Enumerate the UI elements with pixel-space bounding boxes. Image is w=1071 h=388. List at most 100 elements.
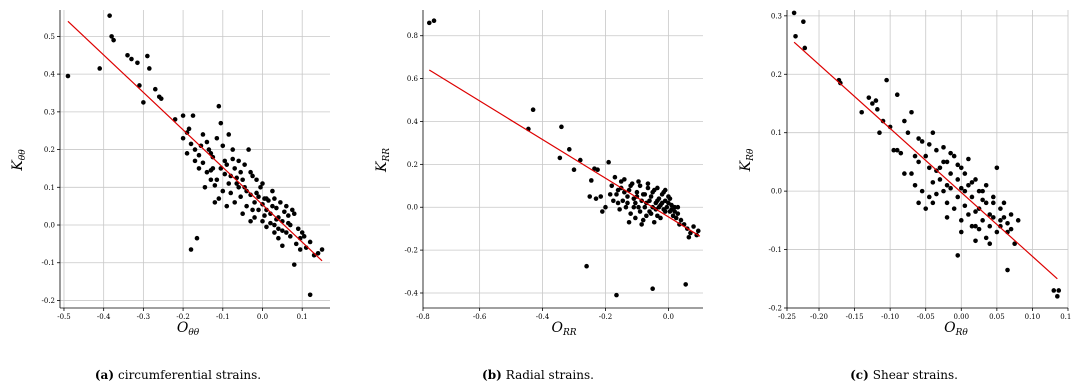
data-point <box>222 158 228 164</box>
data-point <box>208 168 214 173</box>
data-point <box>640 217 646 223</box>
data-point <box>589 178 594 183</box>
data-point <box>983 200 989 206</box>
data-point <box>202 184 208 190</box>
data-point <box>926 165 932 171</box>
data-point <box>286 213 291 218</box>
x-tick-label: -0.1 <box>216 313 230 321</box>
data-point <box>664 204 670 210</box>
data-point <box>307 292 313 298</box>
data-point <box>618 179 624 184</box>
data-point <box>250 207 255 213</box>
data-point <box>262 213 267 218</box>
data-point <box>107 13 112 18</box>
data-point <box>188 247 194 252</box>
data-point <box>232 166 238 171</box>
grid <box>423 10 703 308</box>
data-point <box>919 139 925 144</box>
regression-line <box>428 69 701 237</box>
data-point <box>962 188 968 194</box>
data-point <box>196 152 202 158</box>
data-point <box>319 247 325 252</box>
x-tick-label: 0.10 <box>1025 313 1041 321</box>
grid <box>60 10 330 308</box>
axes: -0.8 -0.6 -0.4 -0.2 0.0 -0.4 -0.2 0.0 0.2 0.4 0.6 0… <box>405 10 703 321</box>
data-point <box>636 204 641 210</box>
data-point <box>65 73 71 79</box>
data-point <box>595 167 600 173</box>
data-point <box>894 147 900 153</box>
data-point <box>137 83 142 88</box>
data-point <box>944 200 950 206</box>
data-point <box>145 53 150 59</box>
x-axis-title: ORθ <box>944 320 968 338</box>
data-point <box>224 203 230 209</box>
data-point <box>214 135 220 141</box>
data-point <box>284 230 289 235</box>
y-tick-label: 0.6 <box>407 75 419 83</box>
data-point <box>691 224 696 229</box>
data-point <box>884 77 889 83</box>
data-point <box>955 194 961 200</box>
data-point <box>617 207 622 212</box>
data-point <box>655 185 660 191</box>
x-tick-label: 0.0 <box>663 313 674 321</box>
x-tick-label: -0.2 <box>176 313 190 321</box>
data-point <box>278 200 283 205</box>
data-point <box>612 174 618 180</box>
data-point <box>240 177 245 183</box>
scatter-panel-a: -0.5 -0.4 -0.3 -0.2 -0.1 0.0 0.1 -0.2 -0.1 0.0 0.1… <box>10 10 330 382</box>
data-point <box>615 200 621 206</box>
data-point <box>228 173 234 179</box>
data-point <box>891 147 897 153</box>
fit-line-group <box>428 69 701 237</box>
data-point <box>686 234 692 240</box>
data-point <box>969 223 975 229</box>
data-point <box>284 203 289 209</box>
data-point <box>944 159 950 165</box>
x-tick-label: 0.05 <box>989 313 1005 321</box>
data-point <box>930 180 936 185</box>
scatter-panel-c: -0.25 -0.20 -0.15 -0.10 -0.05 0.00 0.05 0.10 0.1… <box>738 10 1071 382</box>
caption: (b) Radial strains. <box>482 368 594 382</box>
data-point <box>625 200 630 206</box>
data-point <box>666 200 671 206</box>
caption: (a) circumferential strains. <box>95 368 261 382</box>
data-point <box>1051 288 1057 293</box>
data-point <box>192 158 198 164</box>
data-point <box>426 20 432 26</box>
y-tick-label: 0.4 <box>407 118 419 126</box>
data-point <box>287 222 293 228</box>
data-point <box>991 200 996 206</box>
data-point <box>941 145 946 150</box>
data-point <box>875 107 880 112</box>
data-point <box>272 230 277 235</box>
data-point <box>184 151 190 156</box>
data-point <box>230 156 236 162</box>
data-point <box>609 183 615 189</box>
data-point <box>270 188 275 194</box>
data-point <box>188 141 194 147</box>
data-point <box>248 192 253 198</box>
data-point <box>987 223 993 229</box>
data-point <box>941 159 946 165</box>
data-point <box>280 243 285 249</box>
data-point <box>791 10 797 16</box>
data-point <box>307 239 313 245</box>
data-point <box>254 177 259 183</box>
data-point <box>291 262 297 267</box>
data-point <box>152 86 158 92</box>
data-point <box>587 194 593 199</box>
data-point <box>242 162 247 167</box>
y-tick-label: 0.3 <box>44 108 55 116</box>
data-point <box>695 228 701 234</box>
data-point <box>662 209 668 214</box>
data-point <box>651 219 657 225</box>
data-point <box>287 234 293 239</box>
data-point <box>111 37 116 43</box>
data-point <box>688 230 693 236</box>
data-point <box>240 211 245 216</box>
data-point <box>951 206 957 211</box>
data-point <box>991 194 996 200</box>
x-tick-label: -0.3 <box>137 313 151 321</box>
